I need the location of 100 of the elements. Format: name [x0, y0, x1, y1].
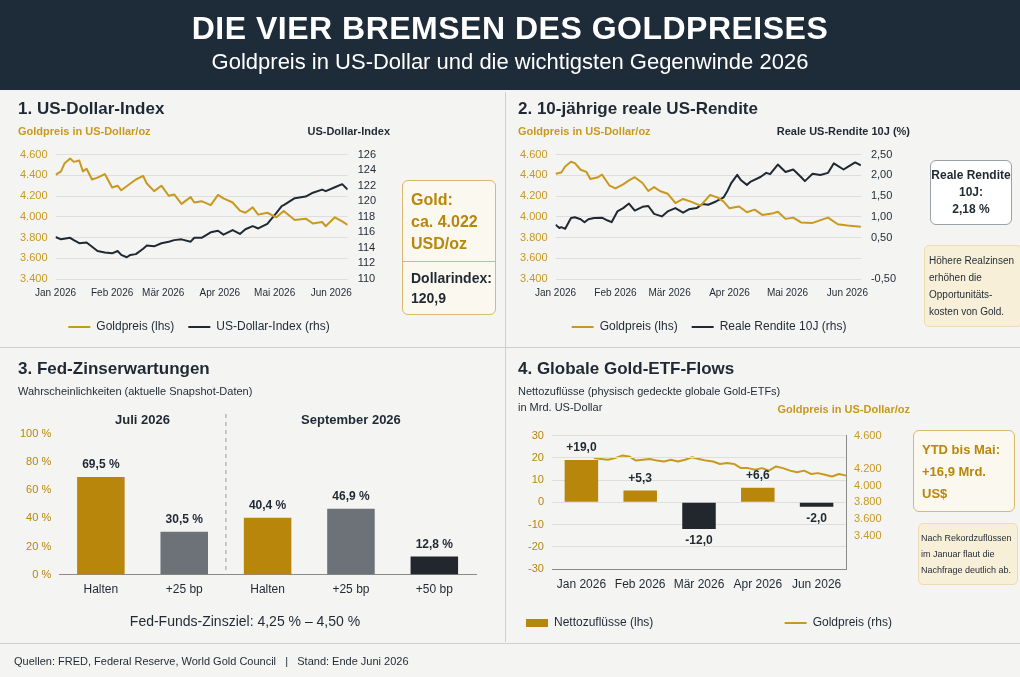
- bar: [410, 556, 459, 575]
- data-label: 30,5 %: [165, 512, 204, 527]
- y-tick-label: -30: [528, 562, 544, 575]
- y-tick-label: 100 %: [19, 427, 52, 440]
- x-tick-label: Mär 2026: [142, 286, 185, 298]
- y2-tick-label: 112: [357, 256, 376, 269]
- x-tick-label: Feb 2026: [594, 286, 638, 298]
- x-tick-label: +25 bp: [165, 582, 204, 597]
- y-tick-label: -10: [528, 517, 544, 530]
- y-tick-label: 3.800: [854, 495, 882, 508]
- y2-tick-label: 114: [357, 240, 376, 253]
- chart-title: 1. US-Dollar-Index: [18, 99, 165, 119]
- bar: [160, 531, 208, 575]
- y-tick-label: 3.600: [520, 251, 548, 264]
- data-label: +19,0: [566, 440, 597, 455]
- y-tick-label: 3.400: [520, 272, 548, 285]
- y-tick-label: 4.600: [854, 428, 882, 441]
- y2-axis-title: US-Dollar-Index: [307, 125, 390, 137]
- legend-label: Goldpreis (lhs): [96, 319, 175, 334]
- y2-tick-label: 120: [357, 194, 377, 207]
- y-tick-label: 4.400: [520, 168, 548, 181]
- y2-tick-label: 0,50: [870, 230, 893, 243]
- x-tick-label: Halten: [250, 582, 285, 597]
- x-tick-label: Mai 2026: [766, 286, 809, 298]
- x-tick-label: Jan 2026: [534, 286, 577, 298]
- y2-tick-label: -0,50: [870, 272, 897, 285]
- y2-tick-label: 126: [357, 147, 377, 160]
- bar: [741, 487, 775, 502]
- bar: [243, 517, 292, 575]
- legend-label: Goldpreis (rhs): [812, 615, 893, 630]
- y-tick-label: 40 %: [26, 511, 52, 524]
- y-tick-label: 60 %: [26, 483, 52, 496]
- data-label: -12,0: [685, 533, 713, 548]
- x-tick-label: Jan 2026: [556, 576, 607, 591]
- x-tick-label: Mär 2026: [673, 576, 725, 591]
- y-axis-title: Goldpreis in US-Dollar/oz: [18, 125, 151, 137]
- y-tick-label: 3.600: [854, 512, 882, 525]
- y2-tick-label: 1,50: [870, 189, 893, 202]
- chart-title: 3. Fed-Zinserwartungen: [18, 359, 210, 379]
- x-tick-label: Jun 2026: [791, 576, 842, 591]
- text: Nach Rekordzuflüssen im Januar flaut die Nachfrage deutlich ab.: [918, 523, 1018, 585]
- y-tick-label: 80 %: [26, 455, 52, 468]
- y-tick-label: 4.000: [20, 209, 48, 222]
- text: Juli 2026: [115, 412, 171, 427]
- x-tick-label: +50 bp: [415, 582, 454, 597]
- y2-tick-label: 118: [357, 209, 376, 222]
- text: Goldpreis in US-Dollar und die wichtigsten Gegenwinde 2026: [210, 49, 810, 75]
- legend-label: US-Dollar-Index (rhs): [216, 319, 330, 334]
- x-tick-label: Jun 2026: [826, 286, 869, 298]
- y-tick-label: 3.400: [20, 272, 48, 285]
- bar: [327, 508, 375, 575]
- y2-tick-label: 2,00: [870, 168, 893, 181]
- x-tick-label: Apr 2026: [199, 286, 241, 298]
- legend-label: Reale Rendite 10J (rhs): [719, 319, 847, 334]
- chart-subtitle: Wahrscheinlichkeiten (aktuelle Snapshot-Daten): [18, 384, 253, 399]
- y-tick-label: 3.800: [20, 230, 48, 243]
- text: DIE VIER BREMSEN DES GOLDPREISES: [190, 10, 830, 47]
- y2-tick-label: 122: [357, 178, 377, 191]
- y-tick-label: 4.200: [854, 461, 882, 474]
- x-tick-label: Apr 2026: [709, 286, 751, 298]
- y-tick-label: 4.000: [854, 478, 882, 491]
- text: Fed-Funds-Zinsziel: 4,25 % – 4,50 %: [128, 613, 362, 629]
- y-tick-label: 3.600: [20, 251, 48, 264]
- bar: [77, 476, 125, 575]
- data-label: 69,5 %: [82, 457, 120, 472]
- x-tick-label: Apr 2026: [733, 576, 783, 591]
- text: Gold: ca. 4.022 USD/oz: [410, 190, 479, 254]
- chart-title: 4. Globale Gold-ETF-Flows: [518, 359, 735, 379]
- y-tick-label: 0 %: [32, 567, 52, 580]
- y-tick-label: 4.200: [20, 189, 48, 202]
- data-label: +6,6: [745, 467, 770, 482]
- y2-axis-title: Reale US-Rendite 10J (%): [776, 125, 910, 137]
- y2-tick-label: 1,00: [870, 209, 893, 222]
- y-axis-title: Goldpreis in US-Dollar/oz: [518, 125, 651, 137]
- data-label: -2,0: [806, 511, 828, 526]
- text: September 2026: [301, 412, 401, 427]
- y-tick-label: 4.600: [20, 147, 48, 160]
- bar: [564, 460, 599, 502]
- text: YTD bis Mai: +16,9 Mrd. US$: [914, 431, 1014, 511]
- bar: [682, 502, 716, 529]
- text: Dollarindex: 120,9: [403, 261, 495, 314]
- x-tick-label: Jun 2026: [310, 286, 353, 298]
- chart-title: 2. 10-jährige reale US-Rendite: [518, 99, 758, 119]
- y2-tick-label: 116: [357, 225, 376, 238]
- y-tick-label: 4.600: [520, 147, 548, 160]
- y2-tick-label: 2,50: [870, 147, 893, 160]
- y-tick-label: 0: [537, 495, 544, 508]
- y2-tick-label: 110: [357, 272, 376, 285]
- data-label: 12,8 %: [415, 536, 454, 551]
- y-tick-label: 20: [531, 450, 544, 463]
- x-tick-label: Feb 2026: [90, 286, 134, 298]
- y-tick-label: 4.000: [520, 209, 548, 222]
- bar: [623, 490, 657, 502]
- text: Reale Rendite 10J: 2,18 %: [930, 160, 1012, 225]
- y-tick-label: -20: [528, 539, 544, 552]
- y-tick-label: 30: [531, 428, 544, 441]
- x-tick-label: Jan 2026: [34, 286, 77, 298]
- y-tick-label: 3.800: [520, 230, 548, 243]
- y-tick-label: 20 %: [26, 539, 52, 552]
- y-tick-label: 10: [531, 473, 544, 486]
